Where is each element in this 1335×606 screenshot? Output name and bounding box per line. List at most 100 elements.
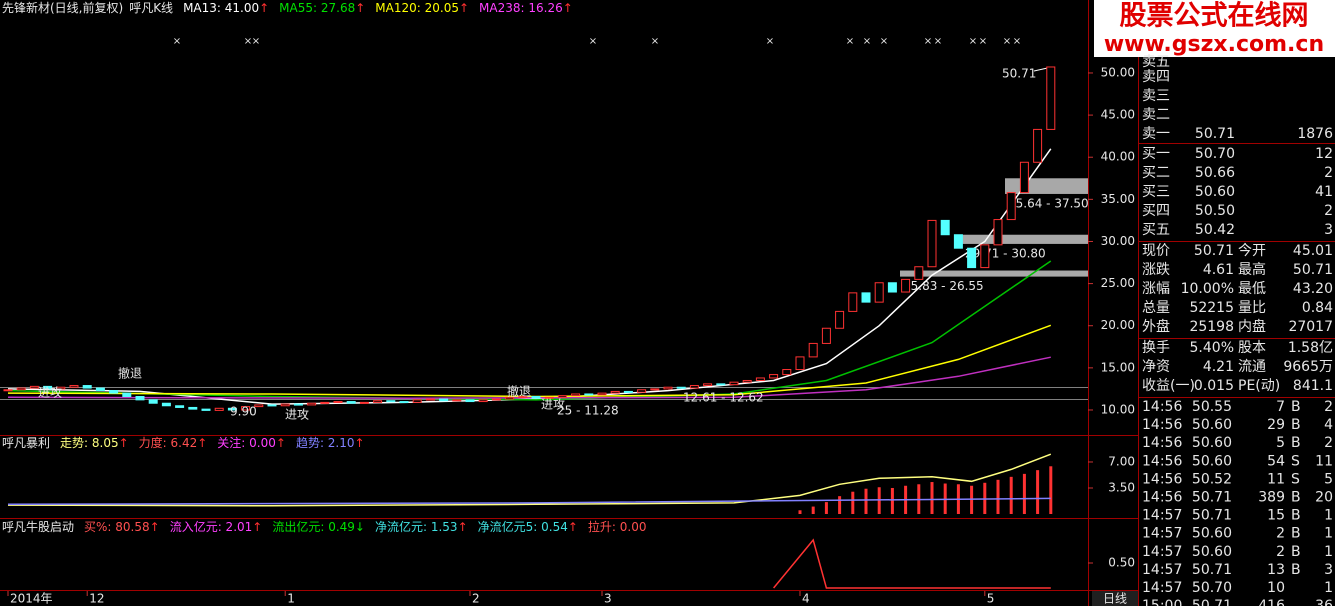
candle [399, 401, 409, 404]
x-tick-label: 5 [987, 592, 995, 606]
stat-label: 现价 [1142, 243, 1170, 259]
book-label: 卖一 [1142, 126, 1170, 142]
profit-bar [1022, 473, 1026, 514]
zone-label: 35.64 - 37.50 [1008, 196, 1089, 210]
trade-side: B [1291, 508, 1301, 524]
candle [465, 399, 475, 403]
signal-marker: × [846, 36, 854, 47]
zone-label: 25.83 - 26.55 [903, 279, 984, 293]
candle [267, 404, 277, 407]
trade-time: 14:56 [1142, 471, 1182, 487]
candle [703, 383, 713, 387]
candle [439, 398, 449, 402]
profit-bar [970, 485, 974, 514]
candle [1019, 161, 1029, 194]
info-value: 841.1 [1293, 378, 1333, 394]
y-tick-label: 0.50 [1108, 556, 1135, 570]
indicator-name: 呼凡K线 [129, 1, 173, 15]
info-value: 4.21 [1203, 359, 1234, 375]
candle [188, 406, 198, 410]
logo-name: 股票公式在线网 [1120, 1, 1309, 32]
legend-arrow: ↑ [197, 436, 207, 450]
candle [821, 327, 831, 344]
candle [769, 374, 779, 379]
candle [505, 396, 515, 400]
legend-item: 流出亿元: 0.49 [272, 519, 355, 534]
stat-value: 50.71 [1194, 243, 1234, 259]
candle [491, 398, 501, 401]
chart-annotation: 12.61 - 12.62 [683, 391, 764, 405]
info-label: 换手 [1142, 339, 1170, 356]
stat-value: 10.00% [1181, 281, 1234, 297]
book-volume: 2 [1324, 203, 1333, 219]
book-volume: 12 [1315, 146, 1333, 162]
legend-item: MA13: 41.00 [183, 1, 259, 15]
stat-label: 最高 [1238, 261, 1266, 278]
legend-arrow: ↑ [355, 1, 365, 15]
candle [742, 379, 752, 383]
profit-bar [798, 510, 802, 514]
signal-marker: × [651, 36, 659, 47]
trade-count: 4 [1324, 417, 1333, 433]
chart-annotation: 进攻 [541, 398, 565, 412]
trade-count: 11 [1315, 453, 1333, 469]
trade-volume: 5 [1276, 435, 1285, 451]
trade-price: 50.60 [1192, 526, 1232, 542]
trade-count: 3 [1324, 562, 1333, 578]
candle [716, 383, 726, 386]
profit-bar [811, 506, 815, 514]
trade-side: B [1291, 562, 1301, 578]
legend-item: 净流亿元5: 0.54 [478, 519, 568, 534]
candle [452, 399, 462, 402]
chart-annotation: 撤退 [507, 384, 531, 399]
candle [1046, 66, 1056, 130]
stat-value: 43.20 [1293, 281, 1333, 297]
book-label: 买四 [1142, 203, 1170, 219]
trade-side: S [1291, 471, 1300, 487]
trade-time: 14:56 [1142, 399, 1182, 415]
stat-label: 涨跌 [1142, 262, 1170, 278]
trade-price: 50.71 [1192, 490, 1232, 506]
trade-volume: 15 [1267, 508, 1285, 524]
candle [808, 342, 818, 358]
chart-annotation: 撤退 [118, 366, 142, 381]
candle [848, 292, 858, 312]
trade-volume: 29 [1267, 417, 1285, 433]
candle [584, 393, 594, 396]
candle [333, 401, 343, 404]
candle [967, 247, 977, 269]
legend-item: 拉升: 0.00 [588, 519, 647, 534]
candle [425, 398, 435, 401]
candle [320, 401, 330, 404]
profit-bar [996, 479, 1000, 514]
stat-label: 量比 [1238, 300, 1266, 316]
trade-volume: 13 [1267, 562, 1285, 578]
trade-side: B [1291, 417, 1301, 433]
candle [346, 401, 356, 404]
y-tick-label: 20.00 [1101, 318, 1135, 332]
moving-average [7, 148, 1052, 405]
legend-arrow: ↑ [459, 1, 469, 15]
info-label: 收益(一) [1142, 378, 1195, 394]
indicator-line [7, 453, 1052, 507]
legend-arrow: ↑ [458, 520, 468, 534]
profit-bar [824, 502, 828, 514]
trade-volume: 11 [1267, 471, 1285, 487]
candle [280, 403, 290, 407]
candle [201, 408, 211, 411]
stat-value: 45.01 [1293, 243, 1333, 259]
signal-marker: × [1003, 36, 1011, 47]
y-tick-label: 10.00 [1101, 402, 1135, 416]
candle [927, 219, 937, 268]
signal-marker: × [880, 36, 888, 47]
candle [980, 244, 990, 269]
chart-annotation: 进攻 [38, 386, 62, 400]
candle [56, 386, 66, 390]
trade-count: 1 [1324, 544, 1333, 560]
y-tick-label: 30.00 [1101, 234, 1135, 248]
info-label: 流通 [1238, 359, 1266, 375]
trade-time: 14:56 [1142, 435, 1182, 451]
candle [161, 402, 171, 407]
trade-count: 2 [1324, 399, 1333, 415]
signal-marker: × [173, 36, 181, 47]
